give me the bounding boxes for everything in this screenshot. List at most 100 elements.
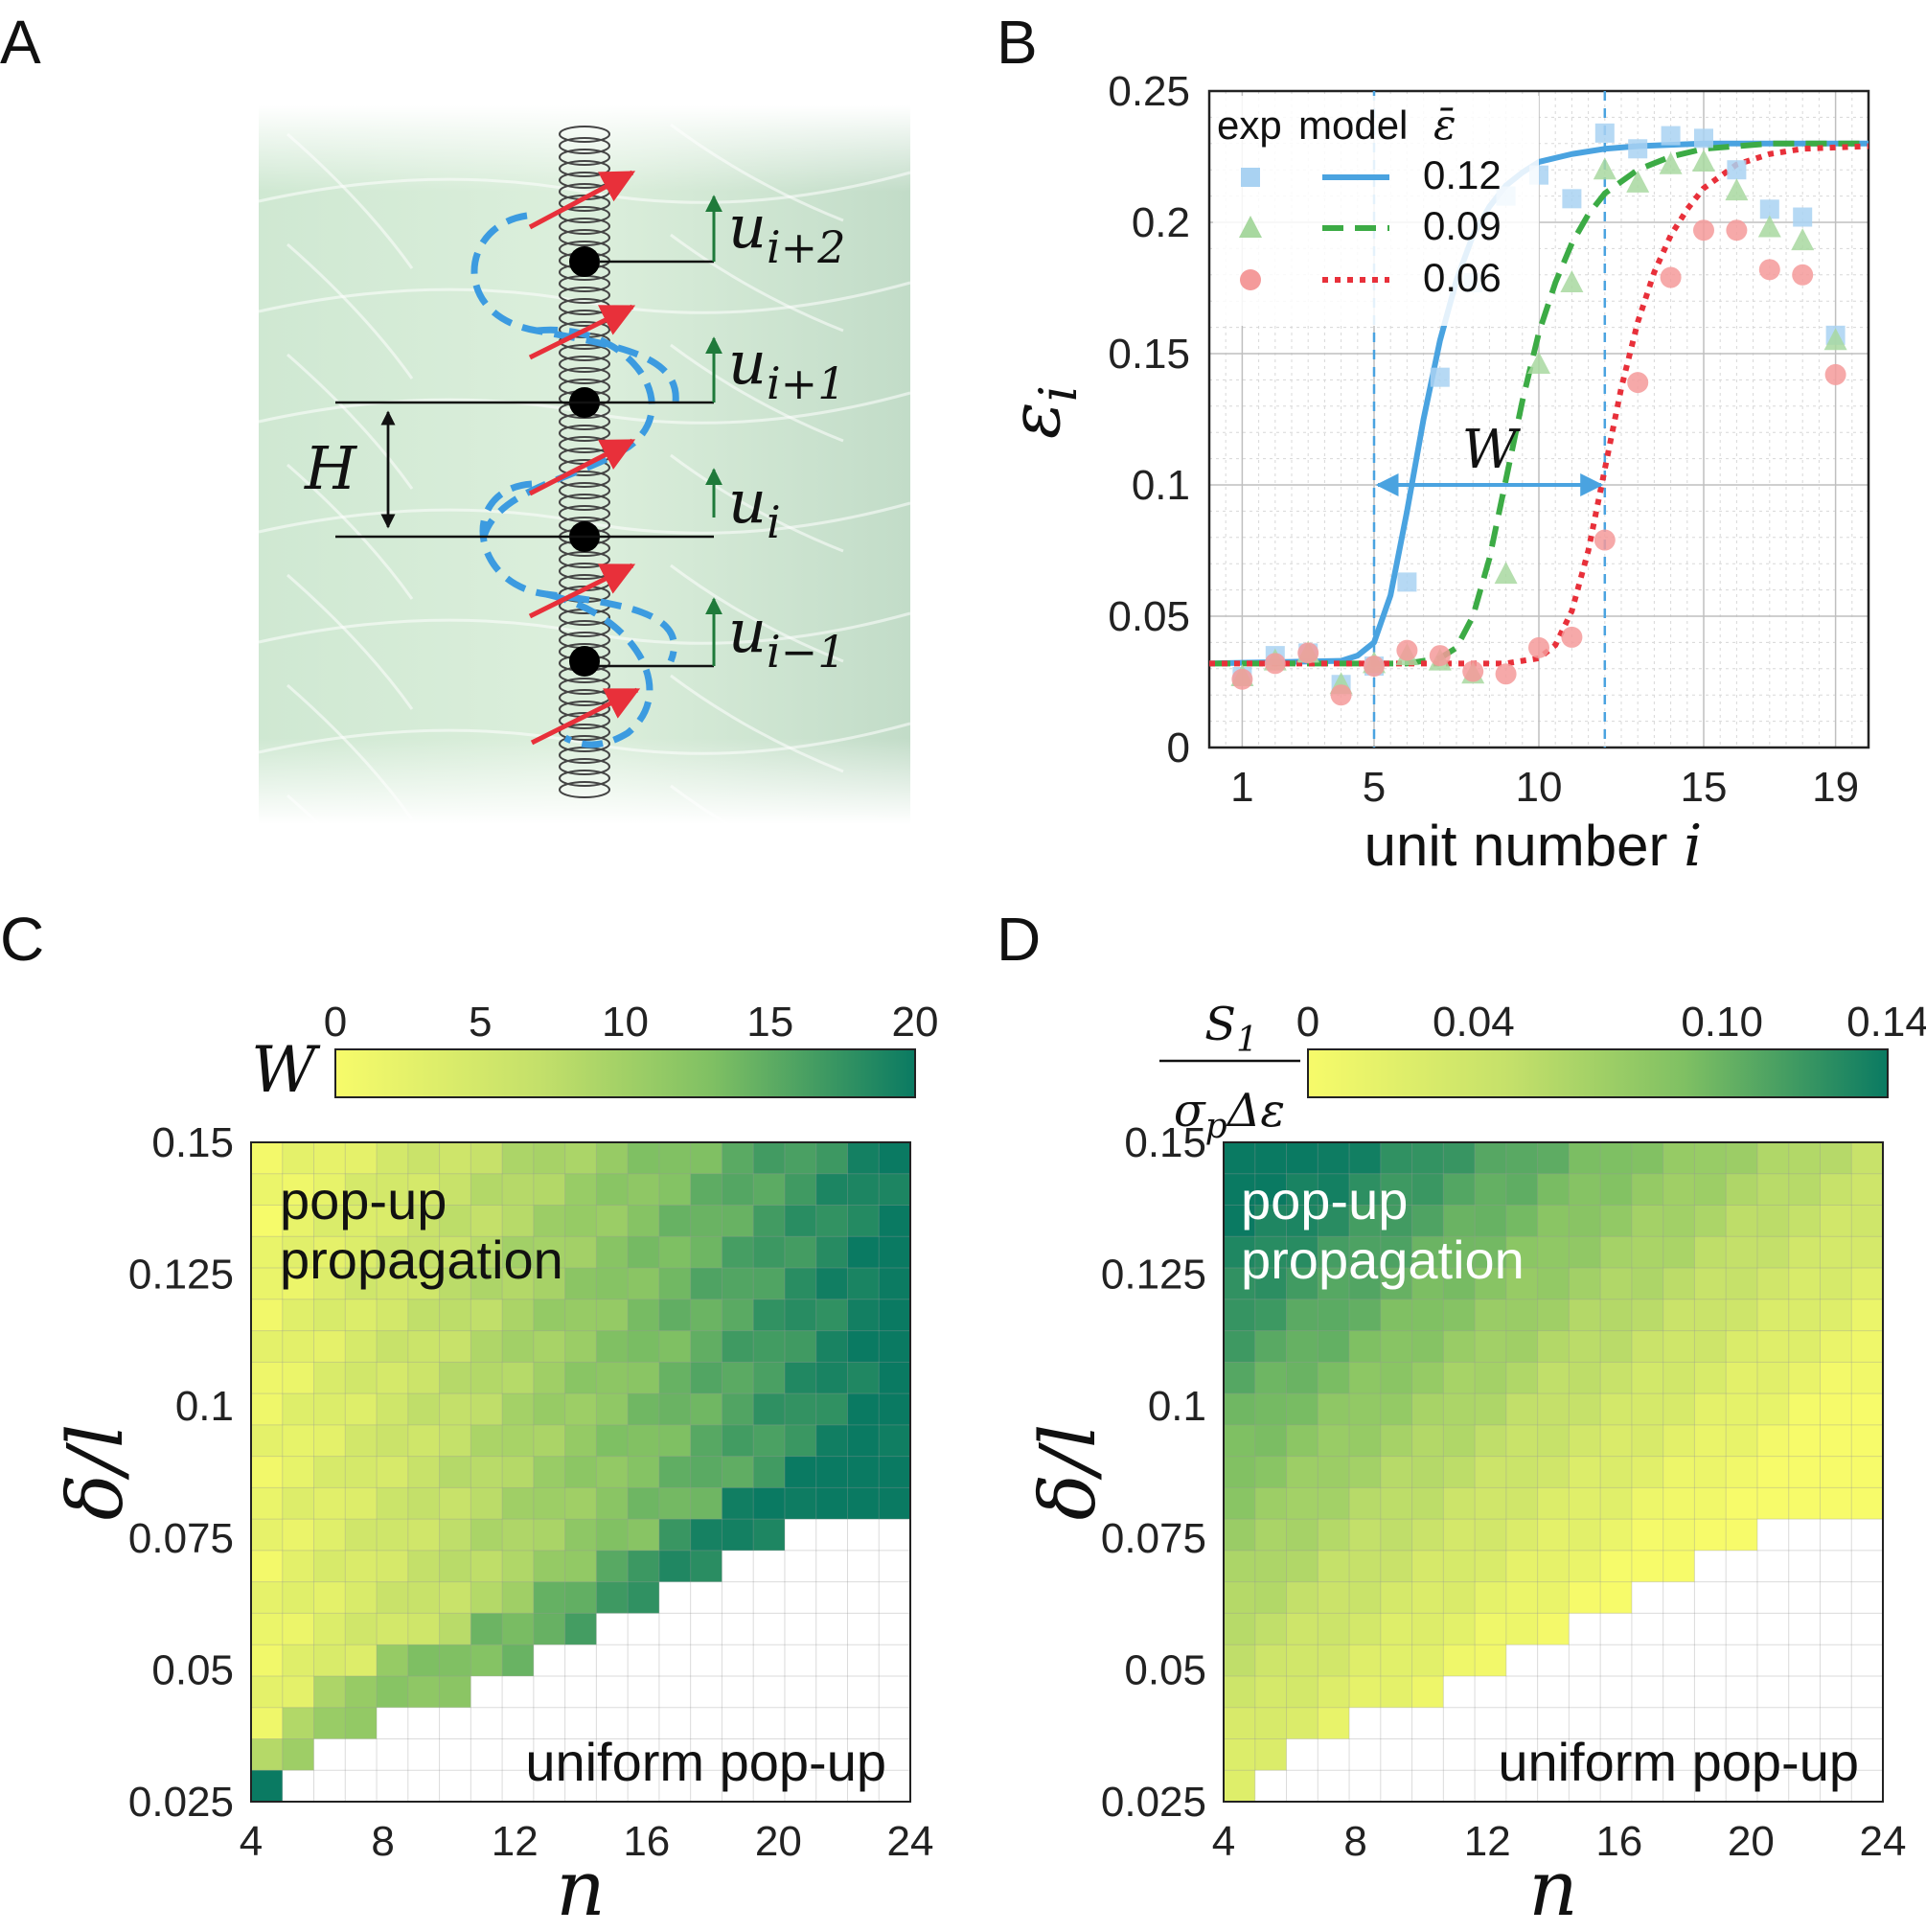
heatmap-cell [1694,1581,1727,1614]
heatmap-cell [407,1644,441,1677]
heatmap-cell [1600,1519,1633,1552]
heatmap-cell [1443,1456,1476,1488]
heatmap-cell [1318,1173,1350,1207]
heatmap-cell [1318,1519,1350,1552]
heatmap-cell [1851,1268,1884,1300]
legend-entry: 0.09 [1423,203,1502,248]
data-point [1396,639,1418,661]
heatmap-cell [596,1330,629,1363]
heatmap-cell [1475,1707,1507,1739]
heatmap-cell [377,1770,409,1803]
heatmap-cell [784,1644,817,1677]
heatmap-cell [658,1613,692,1645]
heatmap-cell [596,1487,629,1520]
heatmap-cell [1380,1330,1413,1363]
heatmap-cell [502,1550,535,1583]
heatmap-cell [470,1299,503,1332]
heatmap-cell [784,1738,817,1771]
heatmap-cell [1662,1581,1695,1614]
chart-d: 4 8 12 16 20 24 0.15 0.125 0.1 0.075 0.05 0.025 n δ/l… [1023,998,1926,1932]
heatmap-cell [1569,1299,1601,1332]
heatmap-cell [1254,1613,1288,1645]
y-tick-label: 0.1 [175,1383,234,1430]
heatmap-cell [753,1424,786,1458]
heatmap-cell [251,1362,284,1394]
heatmap-cell [690,1644,722,1677]
heatmap-cell [282,1330,315,1363]
y-axis-label: εi [995,385,1089,439]
node [569,646,600,677]
heatmap-cell [1380,1424,1413,1458]
heatmap-cell [282,1236,315,1269]
heatmap-cell [533,1770,566,1803]
heatmap-cell [251,1205,284,1237]
heatmap-cell [1820,1142,1852,1175]
heatmap-cell [628,1173,660,1207]
heatmap-cell [345,1173,378,1207]
heatmap-cell [1820,1173,1852,1207]
heatmap-cell [439,1393,471,1426]
heatmap-cell [690,1707,722,1739]
heatmap-cell [1224,1299,1256,1332]
heatmap-cell [470,1456,503,1488]
heatmap-cell [753,1299,786,1332]
heatmap-cell [1820,1770,1852,1803]
heatmap-cell [1224,1487,1256,1520]
heatmap-cell [251,1613,284,1645]
heatmap-cell [1254,1581,1288,1614]
heatmap-cell [502,1205,535,1237]
heatmap-cell [470,1362,503,1394]
heatmap-cell [377,1236,409,1269]
heatmap-cell [1380,1644,1413,1677]
heatmap-cell [784,1299,817,1332]
heatmap-cell [1662,1770,1695,1803]
heatmap-cell [1411,1393,1444,1426]
heatmap-cell [377,1487,409,1520]
heatmap-cell [1726,1205,1758,1237]
heatmap-cell [1505,1738,1539,1771]
heatmap-cell [533,1362,566,1394]
heatmap-cell [1851,1236,1884,1269]
heatmap-cell [313,1519,346,1552]
heatmap-cell [1820,1519,1852,1552]
legend-header-symbol: ε̄ [1433,101,1456,150]
heatmap-cell [1600,1770,1633,1803]
heatmap-cell [1349,1236,1382,1269]
heatmap-cell [470,1487,503,1520]
heatmap-cell [1380,1707,1413,1739]
heatmap-cell [1662,1550,1695,1583]
heatmap-cell [1349,1519,1382,1552]
heatmap-cell [1569,1675,1601,1709]
heatmap-cell [1537,1675,1570,1709]
heatmap-cell [1380,1487,1413,1520]
heatmap-cell [1662,1424,1695,1458]
heatmap-cell [407,1519,441,1552]
heatmap-cell [1380,1519,1413,1552]
heatmap-cell [815,1644,848,1677]
heatmap-cell [1224,1142,1256,1175]
heatmap-cell [1694,1519,1727,1552]
heatmap-cell [1505,1675,1539,1709]
heatmap-cell [1820,1205,1852,1237]
heatmap-cell [407,1581,441,1614]
heatmap-cell [1475,1550,1507,1583]
heatmap-cell [1756,1330,1790,1363]
heatmap-cell [628,1330,660,1363]
heatmap-cell [596,1644,629,1677]
heatmap-cell [815,1613,848,1645]
heatmap-cell [1443,1205,1476,1237]
heatmap-cell [1318,1707,1350,1739]
heatmap-cell [1569,1268,1601,1300]
heatmap-cell [1475,1770,1507,1803]
heatmap-cell [690,1456,722,1488]
heatmap-cell [439,1550,471,1583]
data-point [1725,178,1749,201]
heatmap-cell [564,1487,597,1520]
heatmap-cell [439,1173,471,1207]
heatmap-cell [1505,1362,1539,1394]
heatmap-cell [1600,1675,1633,1709]
heatmap-cell [658,1299,692,1332]
heatmap-cell [533,1487,566,1520]
heatmap-cell [1443,1707,1476,1739]
displacement-label: ui [728,467,781,548]
